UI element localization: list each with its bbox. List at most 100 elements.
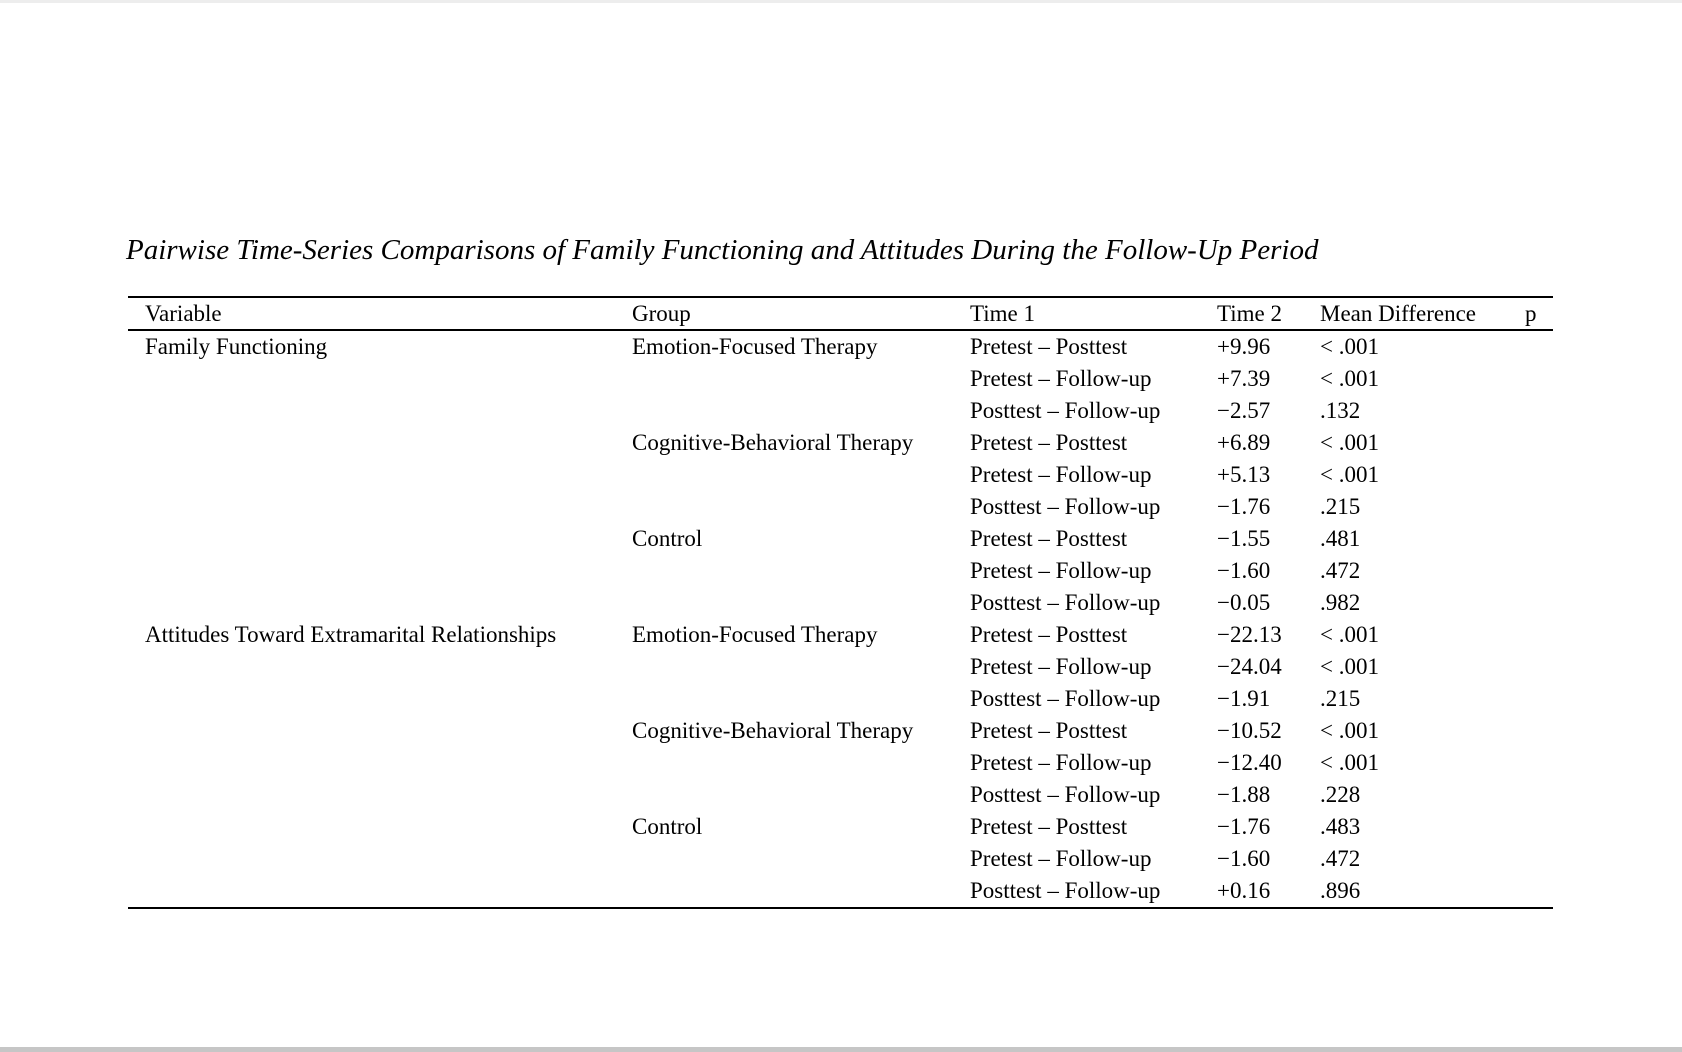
cell-empty bbox=[1525, 619, 1553, 651]
cell-comparison: Pretest – Follow-up bbox=[970, 654, 1152, 679]
cell-comparison: Posttest – Follow-up bbox=[970, 782, 1161, 807]
cell-empty bbox=[1525, 555, 1553, 587]
cell-mean-difference: −10.52 bbox=[1217, 718, 1282, 743]
cell-p: < .001 bbox=[1320, 430, 1379, 455]
cell-empty bbox=[1525, 427, 1553, 459]
table-row: Posttest – Follow-up −0.05 .982 bbox=[128, 587, 1553, 619]
cell-comparison: Pretest – Follow-up bbox=[970, 366, 1152, 391]
table-row: Posttest – Follow-up +0.16 .896 bbox=[128, 875, 1553, 907]
cell-group bbox=[632, 651, 970, 683]
cell-p: .215 bbox=[1320, 686, 1361, 711]
cell-group bbox=[632, 747, 970, 779]
cell-p: < .001 bbox=[1320, 334, 1379, 359]
cell-p: < .001 bbox=[1320, 366, 1379, 391]
cell-variable bbox=[128, 363, 632, 395]
cell-comparison: Pretest – Posttest bbox=[970, 526, 1128, 551]
cell-variable: Attitudes Toward Extramarital Relationsh… bbox=[145, 622, 557, 647]
table-row: Pretest – Follow-up −1.60 .472 bbox=[128, 555, 1553, 587]
cell-comparison: Pretest – Posttest bbox=[970, 814, 1128, 839]
table-row: Pretest – Follow-up −24.04 < .001 bbox=[128, 651, 1553, 683]
cell-group bbox=[632, 491, 970, 523]
cell-p: < .001 bbox=[1320, 718, 1379, 743]
cell-mean-difference: −1.55 bbox=[1217, 526, 1271, 551]
table-row: Control Pretest – Posttest −1.55 .481 bbox=[128, 523, 1553, 555]
cell-mean-difference: −1.88 bbox=[1217, 782, 1271, 807]
table-row: Cognitive-Behavioral Therapy Pretest – Po… bbox=[128, 715, 1553, 747]
cell-group: Control bbox=[632, 814, 703, 839]
cell-empty bbox=[1525, 587, 1553, 619]
cell-p: < .001 bbox=[1320, 622, 1379, 647]
cell-p: < .001 bbox=[1320, 750, 1379, 775]
cell-p: .483 bbox=[1320, 814, 1361, 839]
cell-variable: Family Functioning bbox=[145, 334, 328, 359]
cell-comparison: Posttest – Follow-up bbox=[970, 686, 1161, 711]
column-header-mean-difference: Mean Difference bbox=[1320, 301, 1477, 326]
cell-group bbox=[632, 459, 970, 491]
cell-group: Cognitive-Behavioral Therapy bbox=[632, 718, 914, 743]
cell-mean-difference: −1.76 bbox=[1217, 494, 1271, 519]
cell-p: .228 bbox=[1320, 782, 1361, 807]
table-row: Control Pretest – Posttest −1.76 .483 bbox=[128, 811, 1553, 843]
cell-mean-difference: −22.13 bbox=[1217, 622, 1282, 647]
cell-empty bbox=[1525, 843, 1553, 875]
cell-variable bbox=[128, 683, 632, 715]
table-row: Family Functioning Emotion-Focused Therap… bbox=[128, 331, 1553, 363]
cell-p: .132 bbox=[1320, 398, 1361, 423]
cell-mean-difference: +5.13 bbox=[1217, 462, 1271, 487]
cell-mean-difference: −24.04 bbox=[1217, 654, 1282, 679]
cell-variable bbox=[128, 427, 632, 459]
cell-mean-difference: +9.96 bbox=[1217, 334, 1271, 359]
cell-group: Emotion-Focused Therapy bbox=[632, 334, 878, 359]
table-row: Pretest – Follow-up +5.13 < .001 bbox=[128, 459, 1553, 491]
cell-empty bbox=[1525, 491, 1553, 523]
cell-variable bbox=[128, 587, 632, 619]
cell-p: .472 bbox=[1320, 846, 1361, 871]
cell-comparison: Pretest – Follow-up bbox=[970, 558, 1152, 583]
cell-comparison: Pretest – Follow-up bbox=[970, 462, 1152, 487]
cell-variable bbox=[128, 491, 632, 523]
cell-empty bbox=[1525, 651, 1553, 683]
cell-group bbox=[632, 683, 970, 715]
cell-empty bbox=[1525, 683, 1553, 715]
cell-group bbox=[632, 587, 970, 619]
cell-variable bbox=[128, 459, 632, 491]
cell-group bbox=[632, 395, 970, 427]
cell-comparison: Posttest – Follow-up bbox=[970, 590, 1161, 615]
table-row: Pretest – Follow-up −1.60 .472 bbox=[128, 843, 1553, 875]
cell-variable bbox=[128, 651, 632, 683]
cell-empty bbox=[1525, 811, 1553, 843]
cell-comparison: Posttest – Follow-up bbox=[970, 494, 1161, 519]
cell-empty bbox=[1525, 523, 1553, 555]
cell-variable bbox=[128, 395, 632, 427]
cell-comparison: Posttest – Follow-up bbox=[970, 398, 1161, 423]
cell-p: .472 bbox=[1320, 558, 1361, 583]
cell-empty bbox=[1525, 395, 1553, 427]
cell-empty bbox=[1525, 875, 1553, 907]
cell-comparison: Pretest – Follow-up bbox=[970, 846, 1152, 871]
cell-comparison: Pretest – Posttest bbox=[970, 430, 1128, 455]
cell-group bbox=[632, 555, 970, 587]
cell-comparison: Pretest – Posttest bbox=[970, 334, 1128, 359]
cell-mean-difference: +7.39 bbox=[1217, 366, 1271, 391]
cell-mean-difference: −1.91 bbox=[1217, 686, 1271, 711]
page-bottom-border bbox=[0, 1047, 1682, 1052]
cell-group bbox=[632, 363, 970, 395]
table-row: Posttest – Follow-up −1.88 .228 bbox=[128, 779, 1553, 811]
cell-mean-difference: +6.89 bbox=[1217, 430, 1271, 455]
cell-mean-difference: −0.05 bbox=[1217, 590, 1271, 615]
cell-variable bbox=[128, 843, 632, 875]
cell-p: .215 bbox=[1320, 494, 1361, 519]
column-header-group: Group bbox=[632, 301, 691, 326]
cell-group: Cognitive-Behavioral Therapy bbox=[632, 430, 914, 455]
table-row: Posttest – Follow-up −1.76 .215 bbox=[128, 491, 1553, 523]
cell-variable bbox=[128, 555, 632, 587]
cell-group bbox=[632, 843, 970, 875]
cell-empty bbox=[1525, 747, 1553, 779]
cell-group bbox=[632, 875, 970, 907]
table-body: Family Functioning Emotion-Focused Therap… bbox=[128, 331, 1553, 909]
cell-variable bbox=[128, 875, 632, 907]
cell-p: .481 bbox=[1320, 526, 1361, 551]
cell-p: < .001 bbox=[1320, 654, 1379, 679]
column-header-time-1: Time 1 bbox=[970, 301, 1035, 326]
cell-empty bbox=[1525, 363, 1553, 395]
